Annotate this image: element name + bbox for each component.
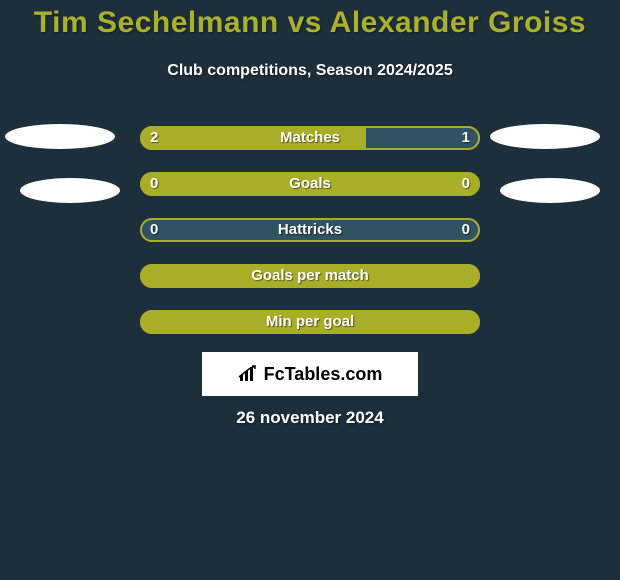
stat-label: Matches [140,126,480,150]
subtitle: Club competitions, Season 2024/2025 [0,62,620,80]
stat-label: Goals [140,172,480,196]
bar-chart-icon [238,365,260,383]
avatar-placeholder [490,124,600,149]
page-title: Tim Sechelmann vs Alexander Groiss [0,6,620,40]
container: Tim Sechelmann vs Alexander Groiss Club … [0,0,620,580]
date-text: 26 november 2024 [0,408,620,428]
stat-bar: Goals per match [140,264,480,288]
footer-logo-text: FcTables.com [264,364,383,385]
stat-bar: 00Goals [140,172,480,196]
footer-logo-box: FcTables.com [202,352,418,396]
stat-label: Min per goal [140,310,480,334]
avatar-placeholder [20,178,120,203]
stat-bar: Min per goal [140,310,480,334]
avatar-placeholder [5,124,115,149]
footer-logo: FcTables.com [238,364,383,385]
stat-label: Hattricks [140,218,480,242]
stat-bar: 00Hattricks [140,218,480,242]
stat-label: Goals per match [140,264,480,288]
stat-bar: 21Matches [140,126,480,150]
avatar-placeholder [500,178,600,203]
